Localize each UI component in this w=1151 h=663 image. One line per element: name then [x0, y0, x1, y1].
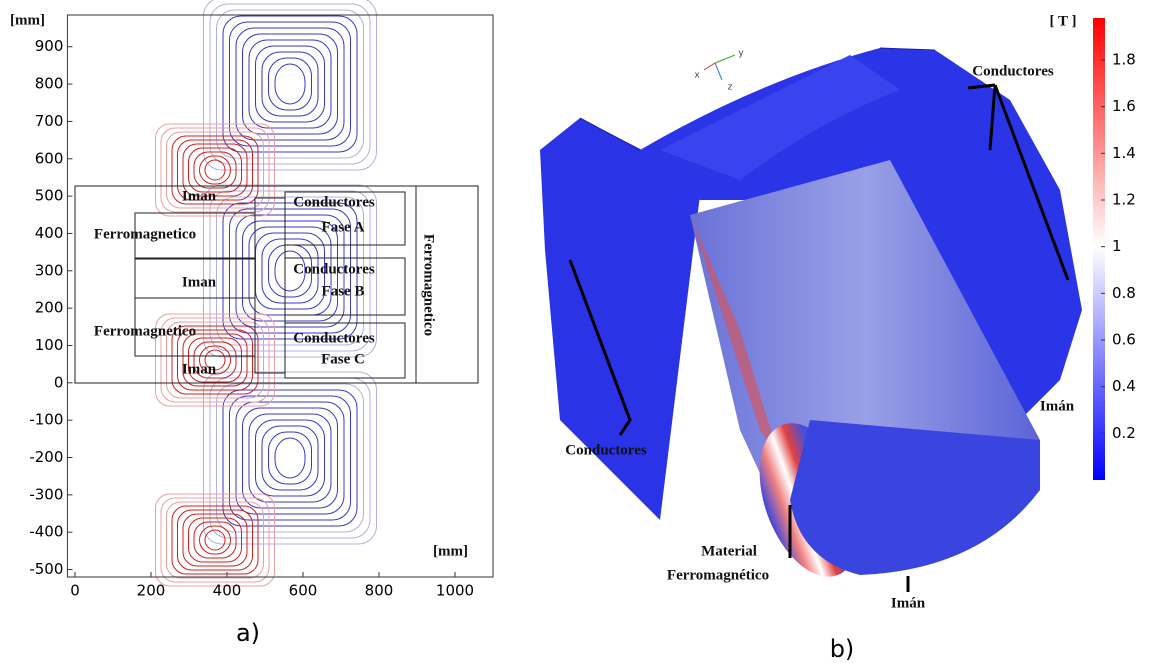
contour: [236, 28, 344, 140]
annotation: Ferromagnético: [667, 567, 769, 583]
contour: [243, 34, 338, 134]
core-face: [790, 420, 1040, 575]
contour: [230, 22, 351, 146]
colorbar-tick-label: 1.6: [1112, 97, 1136, 115]
x-tick-label: 0: [70, 582, 80, 600]
contour: [194, 522, 236, 558]
y-tick-label: 500: [35, 187, 64, 205]
colorbar-tick-label: 0.8: [1112, 284, 1136, 302]
colorbar: [1093, 18, 1105, 480]
contour: [275, 438, 305, 478]
render-3d: [540, 48, 1082, 591]
contour: [236, 402, 344, 514]
y-tick-label: 900: [35, 37, 64, 55]
annotation: Imán: [891, 595, 926, 611]
contour: [249, 40, 331, 128]
y-tick-label: -300: [29, 485, 63, 503]
triad: [715, 63, 722, 80]
y-tick-label: -100: [29, 411, 63, 429]
annotation: Conductores: [293, 261, 375, 277]
colorbar-tick-label: 0.2: [1112, 424, 1136, 442]
triad: [704, 63, 715, 70]
colorbar-tick-label: 0.6: [1112, 331, 1136, 349]
x-tick-label: 1000: [436, 582, 474, 600]
y-tick-label: 700: [35, 112, 64, 130]
annotation: Iman: [182, 188, 217, 204]
colorbar-label: [ T ]: [1050, 13, 1077, 29]
annotation: Iman: [182, 361, 217, 377]
caption: b): [830, 635, 855, 663]
y-tick-label: 800: [35, 75, 64, 93]
x-tick-label: 600: [289, 582, 318, 600]
colorbar-tick-label: 1.2: [1112, 191, 1136, 209]
contour: [243, 408, 338, 508]
contour: [249, 414, 331, 502]
annotation: Conductores: [972, 63, 1054, 79]
y-tick-label: 300: [35, 261, 64, 279]
triad: [715, 55, 735, 63]
y-tick-label: -200: [29, 448, 63, 466]
caption: a): [236, 619, 260, 647]
annotation: Iman: [182, 274, 217, 290]
geometry: [75, 186, 478, 383]
triad-label: y: [738, 49, 744, 59]
y-tick-label: 400: [35, 224, 64, 242]
colorbar-tick-label: 1.8: [1112, 51, 1136, 69]
contour: [230, 396, 351, 520]
x-axis-label: [mm]: [433, 543, 468, 559]
y-axis-label: [mm]: [10, 12, 45, 28]
triad-label: z: [728, 83, 733, 93]
colorbar-tick-label: 0.4: [1112, 377, 1136, 395]
annotation: Fase C: [321, 351, 365, 367]
annotation: Conductores: [293, 194, 375, 210]
triad-label: x: [694, 71, 700, 81]
annotation: Material: [701, 543, 757, 559]
contour: [256, 420, 325, 496]
colorbar-tick-label: 1: [1112, 237, 1122, 255]
contour: [172, 506, 258, 574]
figure: 02004006008001000-500-400-300-200-100010…: [0, 0, 1151, 663]
annotation: Conductores: [293, 330, 375, 346]
y-tick-label: -400: [29, 523, 63, 541]
contour: [262, 52, 318, 116]
y-tick-label: 100: [35, 336, 64, 354]
contour: [256, 46, 325, 122]
y-tick-label: 200: [35, 299, 64, 317]
x-tick-label: 800: [365, 582, 394, 600]
x-tick-label: 400: [213, 582, 242, 600]
contour: [275, 64, 305, 104]
annotation: Ferromagnetico: [94, 226, 196, 242]
colorbar-tick-label: 1.4: [1112, 144, 1136, 162]
x-tick-label: 200: [137, 582, 166, 600]
annotation: Ferromagnetico: [94, 323, 196, 339]
annotation: Imán: [1040, 398, 1075, 414]
contour: [262, 426, 318, 490]
annotation: Fase B: [322, 283, 365, 299]
annotation: Ferromagnetico: [421, 234, 437, 336]
y-tick-label: 600: [35, 149, 64, 167]
y-tick-label: -500: [29, 560, 63, 578]
annotation: Fase A: [322, 219, 365, 235]
annotation: Conductores: [565, 442, 647, 458]
y-tick-label: 0: [54, 373, 64, 391]
